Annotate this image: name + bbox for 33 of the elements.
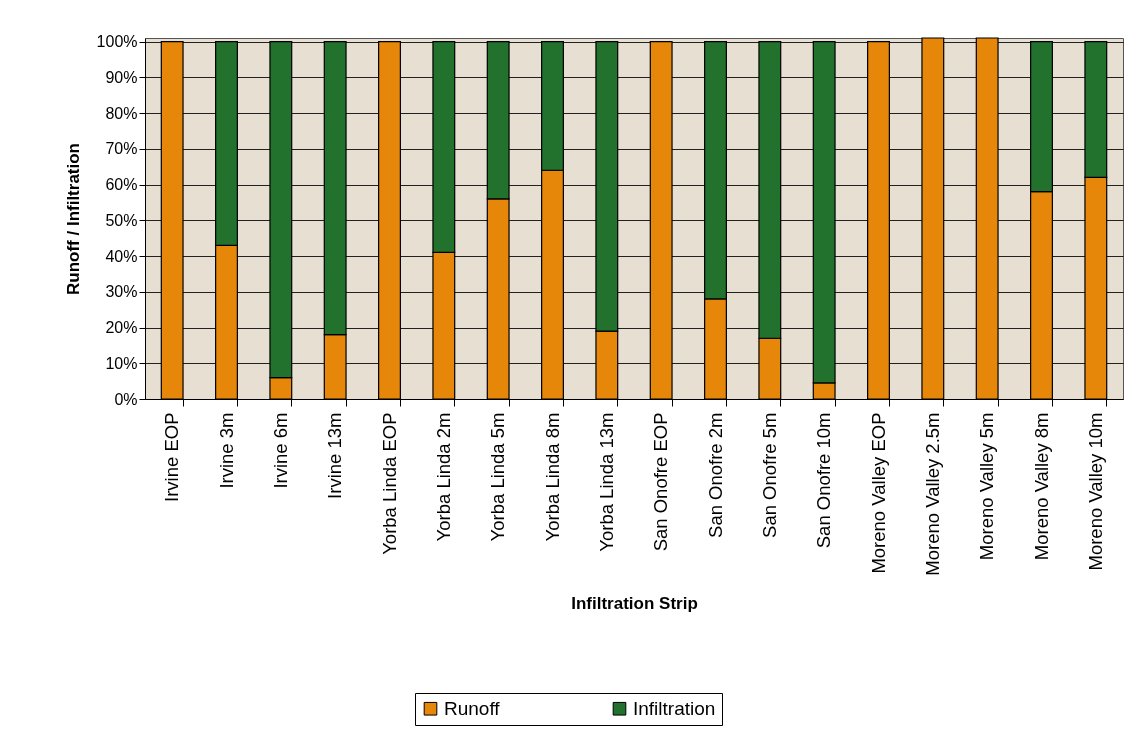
x-tick-label: San Onofre EOP xyxy=(650,412,672,552)
x-tick-label: Yorba Linda 5m xyxy=(487,412,509,542)
y-tick-label: 0% xyxy=(114,390,138,408)
legend-label: Runoff xyxy=(444,697,501,719)
x-tick-label: Moreno Valley 10m xyxy=(1084,412,1106,571)
x-tick-label: Yorba Linda 13m xyxy=(595,412,617,552)
x-tick-label: Moreno Valley 2.5m xyxy=(921,412,943,576)
y-tick-label: 70% xyxy=(105,140,138,158)
x-axis-title: Infiltration Strip xyxy=(571,593,698,613)
x-tick-label: San Onofre 5m xyxy=(758,412,780,538)
y-tick-label: 30% xyxy=(105,283,138,301)
x-tick-label: Yorba Linda 8m xyxy=(541,412,563,542)
y-tick-label: 60% xyxy=(105,176,138,194)
y-tick-label: 10% xyxy=(105,354,138,372)
y-tick-label: 80% xyxy=(105,104,138,122)
x-tick-label: Irvine 3m xyxy=(215,412,237,489)
y-tick-label: 40% xyxy=(105,247,138,265)
y-tick-label: 20% xyxy=(105,319,138,337)
x-tick-label: San Onofre 10m xyxy=(813,412,835,549)
x-tick-label: Moreno Valley EOP xyxy=(867,412,889,574)
y-axis-title: Runoff / Infiltration xyxy=(63,142,83,296)
x-tick-label: Yorba Linda 2m xyxy=(432,412,454,542)
y-tick-label: 50% xyxy=(105,211,138,229)
x-tick-label: Moreno Valley 8m xyxy=(1030,412,1052,561)
x-tick-label: Irvine EOP xyxy=(161,412,183,502)
legend-label: Infiltration xyxy=(633,697,716,719)
x-tick-label: Yorba Linda EOP xyxy=(378,412,400,555)
y-tick-label: 100% xyxy=(96,33,138,51)
x-tick-label: Moreno Valley 5m xyxy=(976,412,998,561)
x-tick-label: Irvine 13m xyxy=(324,412,346,499)
x-tick-label: Irvine 6m xyxy=(269,412,291,489)
y-tick-label: 90% xyxy=(105,68,138,86)
x-tick-label: San Onofre 2m xyxy=(704,412,726,538)
